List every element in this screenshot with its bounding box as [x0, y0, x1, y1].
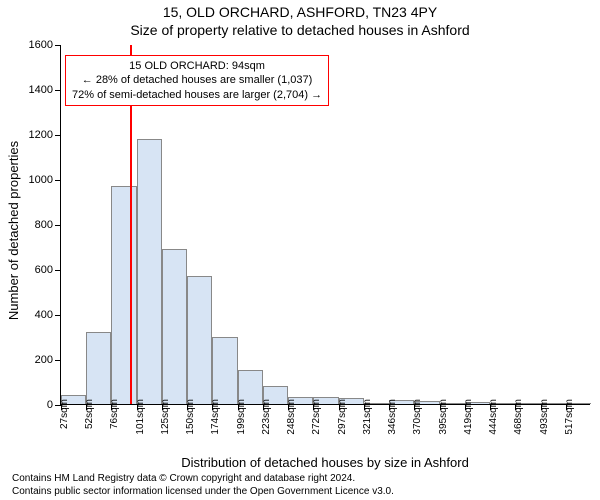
- y-tick-label: 800: [21, 219, 53, 231]
- annotation-line-1: 15 OLD ORCHARD: 94sqm: [72, 59, 322, 73]
- x-tick-label: 517sqm: [564, 399, 575, 435]
- y-axis-label: Number of detached properties: [6, 50, 22, 410]
- y-tick: [55, 225, 61, 226]
- annotation-box: 15 OLD ORCHARD: 94sqm← 28% of detached h…: [65, 55, 329, 106]
- x-tick-label: 125sqm: [160, 399, 171, 435]
- x-tick-label: 52sqm: [84, 399, 95, 429]
- annotation-line-3: 72% of semi-detached houses are larger (…: [72, 88, 322, 102]
- x-tick-label: 174sqm: [210, 399, 221, 435]
- attribution-line-1: Contains HM Land Registry data © Crown c…: [12, 473, 590, 486]
- y-tick: [55, 315, 61, 316]
- x-axis-label: Distribution of detached houses by size …: [60, 455, 590, 470]
- y-tick-label: 200: [21, 354, 53, 366]
- y-tick: [55, 45, 61, 46]
- x-tick-label: 199sqm: [236, 399, 247, 435]
- y-tick-label: 1600: [21, 39, 53, 51]
- attribution: Contains HM Land Registry data © Crown c…: [12, 473, 590, 498]
- x-tick-label: 493sqm: [539, 399, 550, 435]
- y-tick-label: 0: [21, 399, 53, 411]
- chart-container: 15, OLD ORCHARD, ASHFORD, TN23 4PY Size …: [0, 0, 600, 500]
- title-address: 15, OLD ORCHARD, ASHFORD, TN23 4PY: [0, 4, 600, 20]
- y-tick: [55, 180, 61, 181]
- histogram-bar: [86, 332, 111, 404]
- y-tick-label: 400: [21, 309, 53, 321]
- y-tick-label: 1000: [21, 174, 53, 186]
- title-description: Size of property relative to detached ho…: [0, 22, 600, 38]
- y-tick: [55, 270, 61, 271]
- x-tick-label: 395sqm: [438, 399, 449, 435]
- x-tick-label: 468sqm: [513, 399, 524, 435]
- x-tick-label: 321sqm: [362, 399, 373, 435]
- histogram-bar: [212, 337, 237, 405]
- y-tick-label: 600: [21, 264, 53, 276]
- x-tick-label: 419sqm: [463, 399, 474, 435]
- x-tick-label: 248sqm: [286, 399, 297, 435]
- attribution-line-2: Contains public sector information licen…: [12, 486, 590, 499]
- y-tick: [55, 90, 61, 91]
- y-tick: [55, 360, 61, 361]
- histogram-bar: [162, 249, 187, 404]
- histogram-bar: [137, 139, 162, 405]
- x-tick-label: 297sqm: [337, 399, 348, 435]
- y-tick-label: 1200: [21, 129, 53, 141]
- y-axis-label-text: Number of detached properties: [7, 140, 22, 319]
- x-tick-label: 27sqm: [59, 399, 70, 429]
- y-tick-label: 1400: [21, 84, 53, 96]
- x-tick-label: 272sqm: [311, 399, 322, 435]
- histogram-bar: [111, 186, 136, 404]
- plot-area: 0200400600800100012001400160027sqm52sqm7…: [60, 45, 590, 405]
- x-tick-label: 76sqm: [109, 399, 120, 429]
- x-tick-label: 150sqm: [185, 399, 196, 435]
- x-tick-label: 370sqm: [412, 399, 423, 435]
- histogram-bar: [187, 276, 212, 404]
- x-tick-label: 346sqm: [387, 399, 398, 435]
- x-tick-label: 101sqm: [135, 399, 146, 435]
- x-tick-label: 223sqm: [261, 399, 272, 435]
- x-tick-label: 444sqm: [488, 399, 499, 435]
- y-tick: [55, 135, 61, 136]
- annotation-line-2: ← 28% of detached houses are smaller (1,…: [72, 73, 322, 87]
